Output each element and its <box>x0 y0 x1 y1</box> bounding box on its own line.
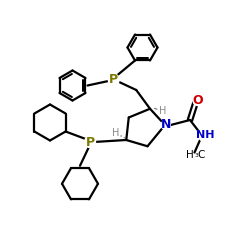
Text: NH: NH <box>196 130 214 140</box>
Text: O: O <box>193 94 203 107</box>
Text: N: N <box>160 118 171 132</box>
Text: $_3$: $_3$ <box>194 151 200 160</box>
Circle shape <box>161 120 170 130</box>
Circle shape <box>108 74 119 85</box>
Text: H: H <box>112 128 119 138</box>
Text: H: H <box>186 150 194 160</box>
Text: P: P <box>86 136 94 148</box>
Text: P: P <box>109 73 118 86</box>
Text: H: H <box>159 106 167 116</box>
Circle shape <box>198 129 211 141</box>
Text: C: C <box>198 150 205 160</box>
Circle shape <box>193 96 203 106</box>
Circle shape <box>84 136 96 147</box>
